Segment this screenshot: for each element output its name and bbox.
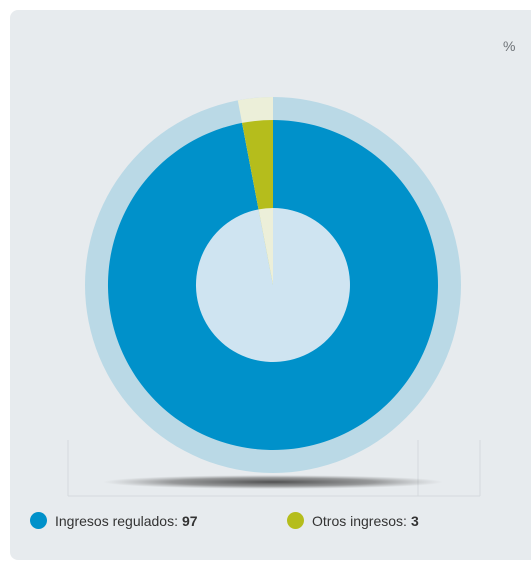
- legend-item-otros-ingresos: Otros ingresos: 3: [287, 512, 419, 529]
- pie-inner-otros-ingresos: [258, 207, 273, 285]
- unit-label: %: [503, 38, 516, 54]
- legend-marker-otros-ingresos: [287, 512, 304, 529]
- pie-inner-ingresos-regulados: [195, 208, 350, 362]
- legend-value-ingresos-regulados: 97: [181, 512, 198, 529]
- legend-label-ingresos-regulados: Ingresos regulados:: [55, 512, 178, 529]
- legend-item-ingresos-regulados: Ingresos regulados: 97: [30, 512, 198, 529]
- pie-shadow: [103, 475, 443, 489]
- legend-label-otros-ingresos: Otros ingresos:: [312, 512, 407, 529]
- frame-lines: [67, 440, 481, 497]
- legend-value-otros-ingresos: 3: [410, 512, 419, 529]
- legend-marker-ingresos-regulados: [30, 512, 47, 529]
